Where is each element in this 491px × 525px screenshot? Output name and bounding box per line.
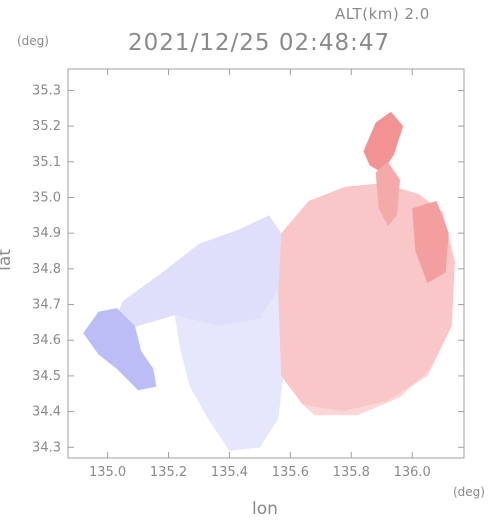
axis-ticks: 135.0 135.2 135.4 135.6 135.8 136.0 34.3 34.4 34… (32, 69, 464, 480)
chart-title: 2021/12/25 02:48:47 (128, 30, 390, 56)
altitude-label: ALT(km) 2.0 (335, 5, 430, 23)
x-axis-title: lon (252, 499, 278, 519)
x-tick-label: 135.8 (333, 465, 370, 480)
region-southwest-negative (174, 290, 285, 451)
y-tick-label: 35.0 (32, 190, 61, 205)
x-tick-label: 135.2 (150, 465, 187, 480)
y-tick-label: 34.4 (32, 405, 61, 420)
y-tick-label: 35.1 (32, 155, 61, 170)
region-north-positive-streak (375, 161, 400, 226)
x-tick-label: 135.4 (211, 465, 248, 480)
region-northeast-strong-positive (363, 111, 404, 173)
x-unit-label: (deg) (453, 485, 485, 499)
y-tick-label: 34.7 (32, 298, 61, 313)
region-southeast-positive (302, 340, 443, 416)
plot-area: 135.0 135.2 135.4 135.6 135.8 136.0 34.3 34.4 34… (32, 68, 465, 480)
region-western-peninsula-negative (83, 308, 157, 391)
y-tick-label: 35.3 (32, 83, 61, 98)
region-east-strong-positive (412, 201, 449, 284)
region-central-positive (278, 183, 455, 412)
x-tick-label: 135.0 (89, 465, 126, 480)
y-tick-label: 34.6 (32, 333, 61, 348)
y-tick-label: 35.2 (32, 119, 61, 134)
x-tick-label: 135.6 (272, 465, 309, 480)
x-tick-label: 136.0 (394, 465, 431, 480)
y-axis-title: lat (0, 249, 15, 271)
y-unit-label: (deg) (17, 34, 49, 48)
radar-regions (83, 111, 455, 451)
region-northwest-negative (107, 215, 282, 337)
y-tick-label: 34.9 (32, 226, 61, 241)
y-tick-label: 34.3 (32, 440, 61, 455)
y-tick-label: 34.5 (32, 369, 61, 384)
y-tick-label: 34.8 (32, 262, 61, 277)
